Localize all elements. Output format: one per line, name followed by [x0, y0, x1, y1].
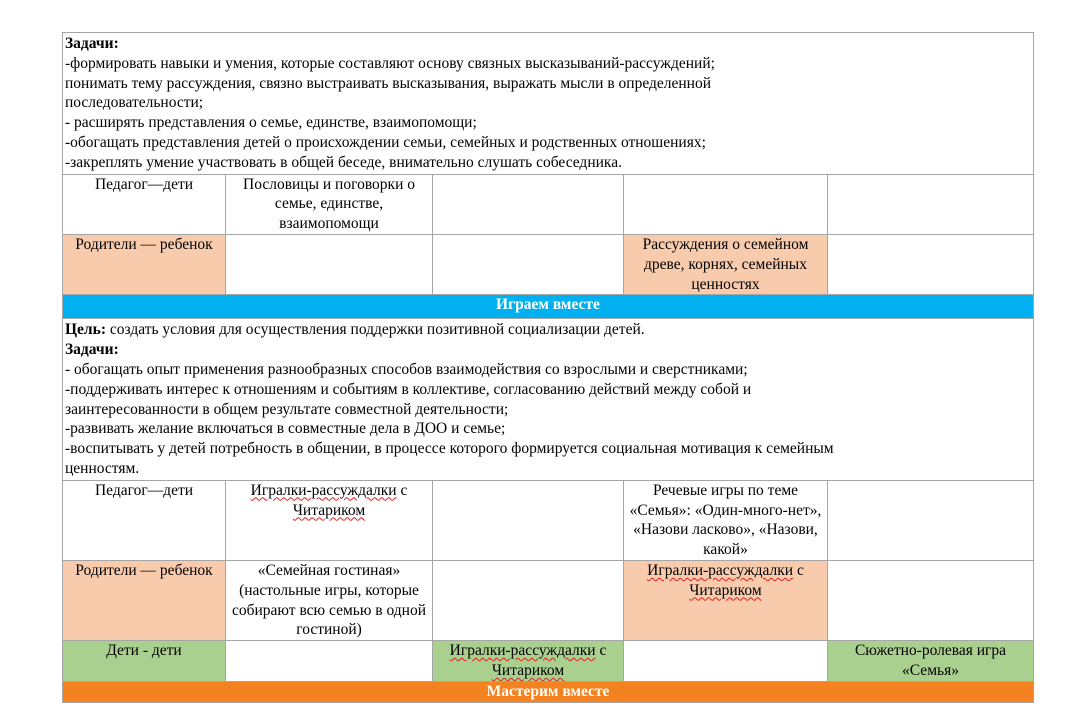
table-cell: Речевые игры по теме «Семья»: «Один-мног… — [623, 479, 828, 561]
task-item: - обогащать опыт применения разнообразны… — [65, 360, 748, 378]
row-role: Педагог—дети — [62, 173, 226, 235]
spellcheck-word: Игралки-рассуждалки — [250, 481, 397, 499]
table-cell — [623, 173, 828, 235]
spellcheck-word: Читариком — [292, 501, 366, 519]
table-row: Педагог—дети Пословицы и поговорки о семь… — [62, 173, 1034, 235]
section-header-play: Играем вместе — [62, 294, 1034, 320]
table-cell — [827, 479, 1034, 561]
spellcheck-word: Читариком — [491, 661, 565, 679]
table-cell — [432, 559, 624, 642]
table-cell — [623, 640, 828, 682]
table-cell — [432, 233, 624, 296]
section-header-craft: Мастерим вместе — [62, 680, 1034, 703]
spellcheck-word: Игралки-рассуждалки — [449, 642, 596, 660]
table-cell — [225, 233, 433, 296]
goal-text: создать условия для осуществления поддер… — [106, 321, 645, 339]
spellcheck-word: Игралки-рассуждалки — [647, 561, 794, 579]
section2-text: Цель: создать условия для осуществления … — [62, 318, 1034, 481]
table-cell: Пословицы и поговорки о семье, единстве,… — [225, 173, 433, 235]
goal-label: Цель: — [65, 321, 106, 339]
task-item: -формировать навыки и умения, которые со… — [65, 54, 715, 72]
table-cell: Игралки-рассуждалки с Читариком — [623, 559, 828, 642]
table-cell — [432, 479, 624, 561]
table-cell — [827, 173, 1034, 235]
task-item: понимать тему рассуждения, связно выстра… — [65, 74, 712, 112]
row-role: Родители — ребенок — [62, 233, 226, 296]
table-cell — [827, 233, 1034, 296]
table-row: Родители — ребенок Рассуждения о семейном… — [62, 233, 1034, 296]
cell-text: с — [396, 481, 408, 499]
task-item: -развивать желание включаться в совместн… — [65, 420, 506, 438]
goal: Цель: создать условия для осуществления … — [65, 320, 835, 340]
tasks-label: Задачи: — [65, 35, 119, 52]
table-cell: Игралки-рассуждалки с Читариком — [432, 640, 624, 682]
table-row: Дети - дети Игралки-рассуждалки с Читарик… — [62, 640, 1034, 682]
row-role: Педагог—дети — [62, 479, 226, 561]
cell-text: с — [793, 561, 804, 579]
table-cell — [827, 559, 1034, 642]
table-row: Педагог—дети Игралки-рассуждалки с Читари… — [62, 479, 1034, 561]
task-item: -обогащать представления детей о происхо… — [65, 133, 706, 151]
task-item: -закреплять умение участвовать в общей б… — [65, 153, 622, 171]
table-cell: Сюжетно-ролевая игра «Семья» — [827, 640, 1034, 682]
row-role: Родители — ребенок — [62, 559, 226, 642]
table-cell — [225, 640, 433, 682]
tasks-label: Задачи: — [65, 341, 119, 359]
section1-tasks: Задачи: -формировать навыки и умения, ко… — [62, 32, 1034, 175]
cell-text: с — [595, 642, 607, 660]
table-cell: Рассуждения о семейном древе, корнях, се… — [623, 233, 828, 296]
task-item: - расширять представления о семье, единс… — [65, 114, 477, 132]
spellcheck-word: Читариком — [689, 581, 762, 599]
task-item: -воспитывать у детей потребность в общен… — [65, 440, 834, 477]
task-item: -поддерживать интерес к отношениям и соб… — [65, 380, 752, 418]
table-cell: Игралки-рассуждалки с Читариком — [225, 479, 433, 561]
table-cell — [432, 173, 624, 235]
plan-table: Задачи: -формировать навыки и умения, ко… — [62, 32, 1034, 703]
table-cell: «Семейная гостиная» (настольные игры, ко… — [225, 559, 433, 642]
table-row: Родители — ребенок «Семейная гостиная» (н… — [62, 559, 1034, 642]
row-role: Дети - дети — [62, 640, 226, 682]
